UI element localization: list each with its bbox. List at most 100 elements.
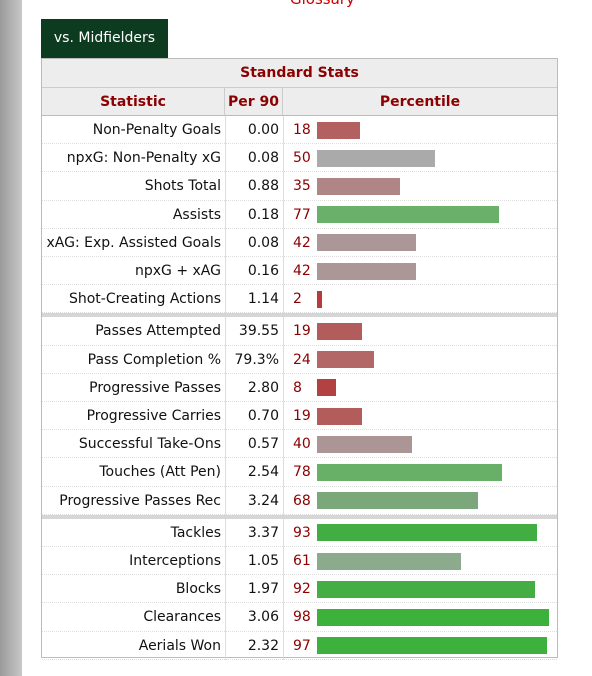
stats-table: Standard Stats Statistic Per 90 Percentile N… — [41, 58, 558, 660]
statistic: Clearances — [143, 609, 221, 626]
per90: 0.16 — [247, 263, 279, 279]
statistic: Progressive Passes Rec — [59, 492, 221, 509]
percentile-value: 77 — [293, 206, 311, 223]
percentile-bar — [317, 463, 502, 481]
col-line — [283, 631, 284, 660]
per90: 0.08 — [247, 150, 279, 167]
percentile-bar — [317, 435, 412, 453]
percentile-bar — [317, 608, 549, 626]
per90: 79.3% — [234, 351, 279, 368]
statistic: Interceptions — [129, 553, 221, 569]
percentile-bar — [317, 552, 462, 570]
percentile-bar — [317, 351, 374, 369]
col-line — [225, 430, 226, 459]
percentile-bar — [317, 149, 436, 167]
percentile-bar — [317, 262, 417, 280]
col-line — [283, 547, 284, 576]
row-line — [42, 227, 557, 229]
percentile-value: 68 — [293, 492, 311, 509]
statistic: npxG + xAG — [135, 263, 221, 279]
col-line — [225, 575, 226, 604]
row-line — [42, 429, 557, 431]
col-line — [283, 458, 284, 487]
col-line — [283, 575, 284, 604]
statistic: Progressive Passes — [89, 379, 221, 396]
percentile-value: 42 — [293, 234, 311, 251]
per90: 1.97 — [247, 581, 279, 598]
per90: 2.80 — [247, 379, 279, 396]
row-line — [42, 284, 557, 286]
col-line — [283, 603, 284, 632]
percentile-value: 2 — [293, 291, 302, 308]
row-line — [42, 372, 557, 374]
col-line — [283, 317, 284, 346]
percentile-value: 61 — [293, 553, 311, 569]
percentile-value: 40 — [293, 436, 311, 453]
percentile-bar — [317, 637, 547, 655]
column-header: Statistic — [42, 88, 225, 116]
col-line — [225, 547, 226, 576]
per90: 0.88 — [247, 178, 279, 195]
per90: 2.32 — [247, 637, 279, 654]
column-header: Percentile — [283, 88, 557, 116]
row-line — [42, 630, 557, 632]
glossary-link[interactable]: Glossary — [290, 0, 355, 8]
row-line — [42, 344, 557, 346]
percentile-bar — [317, 177, 400, 195]
percentile-value: 19 — [293, 323, 311, 340]
row-line — [42, 513, 557, 515]
statistic: Pass Completion % — [87, 351, 221, 368]
row-line — [42, 143, 557, 145]
col-line — [225, 257, 226, 286]
col-line — [283, 345, 284, 374]
col-line — [225, 518, 226, 547]
percentile-bar — [317, 206, 500, 224]
column-header: Per 90 — [225, 88, 283, 116]
col-line — [283, 228, 284, 257]
percentile-bar — [317, 407, 362, 425]
percentile-value: 8 — [293, 379, 302, 396]
col-line — [225, 285, 226, 314]
col-line — [283, 257, 284, 286]
row-line — [42, 256, 557, 257]
col-line — [225, 172, 226, 201]
per90: 2.54 — [247, 464, 279, 481]
per90: 0.70 — [247, 408, 279, 424]
col-line — [283, 200, 284, 229]
statistic: npxG: Non-Penalty xG — [66, 150, 221, 167]
statistic: Progressive Carries — [86, 408, 221, 424]
col-line — [225, 228, 226, 257]
percentile-value: 50 — [293, 150, 311, 167]
row-line — [42, 457, 557, 459]
statistic: Blocks — [175, 581, 221, 598]
group-separator — [42, 313, 557, 318]
col-line — [225, 631, 226, 660]
percentile-value: 35 — [293, 178, 311, 195]
row-line — [42, 199, 557, 201]
row-line — [42, 401, 557, 402]
row-line — [42, 574, 557, 576]
col-line — [225, 345, 226, 374]
percentile-bar — [317, 322, 362, 340]
per90: 1.05 — [247, 553, 279, 569]
percentile-value: 93 — [293, 524, 311, 541]
per90: 3.37 — [247, 524, 279, 541]
row-line — [42, 312, 557, 314]
statistic: Passes Attempted — [95, 323, 221, 340]
table-title: Standard Stats — [42, 59, 557, 88]
col-line — [283, 518, 284, 547]
per90: 3.06 — [247, 609, 279, 626]
statistic: Aerials Won — [138, 637, 221, 654]
row-line — [42, 658, 557, 660]
statistic: Tackles — [170, 524, 221, 541]
tab[interactable]: vs. Midfielders — [41, 19, 168, 58]
col-line — [225, 373, 226, 402]
col-line — [283, 144, 284, 173]
col-line — [225, 200, 226, 229]
statistic: Successful Take-Ons — [78, 436, 221, 453]
statistic: Shots Total — [144, 178, 221, 195]
statistic: Touches (Att Pen) — [99, 464, 221, 481]
col-line — [225, 486, 226, 515]
percentile-bar — [317, 492, 478, 510]
